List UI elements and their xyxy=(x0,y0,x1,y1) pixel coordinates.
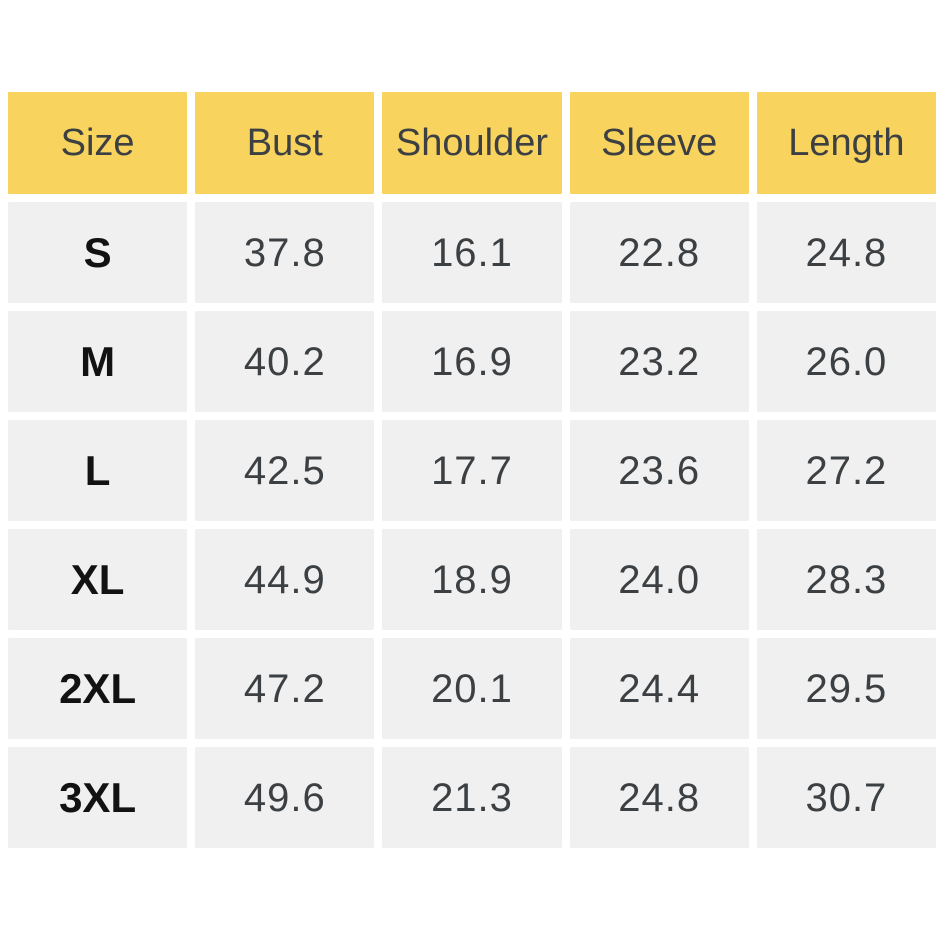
size-cell: XL xyxy=(8,529,188,630)
sleeve-measurement-cell: 24.4 xyxy=(569,638,749,739)
table-row-m: M 40.2 16.9 23.2 26.0 xyxy=(8,311,936,412)
bust-measurement-cell: 40.2 xyxy=(195,311,375,412)
size-cell: 3XL xyxy=(8,747,188,848)
size-cell: 2XL xyxy=(8,638,188,739)
column-header-size: Size xyxy=(8,92,188,194)
column-header-shoulder: Shoulder xyxy=(382,92,562,194)
size-cell: M xyxy=(8,311,188,412)
size-cell: S xyxy=(8,202,188,303)
table-row-l: L 42.5 17.7 23.6 27.2 xyxy=(8,420,936,521)
column-header-bust: Bust xyxy=(195,92,375,194)
shoulder-measurement-cell: 16.9 xyxy=(382,311,562,412)
table-row-xl: XL 44.9 18.9 24.0 28.3 xyxy=(8,529,936,630)
table-row-3xl: 3XL 49.6 21.3 24.8 30.7 xyxy=(8,747,936,848)
bust-measurement-cell: 47.2 xyxy=(195,638,375,739)
table-header-row: Size Bust Shoulder Sleeve Length xyxy=(8,92,936,194)
shoulder-measurement-cell: 18.9 xyxy=(382,529,562,630)
size-chart-table: Size Bust Shoulder Sleeve Length S 37.8 … xyxy=(8,92,936,848)
size-cell: L xyxy=(8,420,188,521)
column-header-sleeve: Sleeve xyxy=(569,92,749,194)
shoulder-measurement-cell: 20.1 xyxy=(382,638,562,739)
shoulder-measurement-cell: 16.1 xyxy=(382,202,562,303)
table-row-s: S 37.8 16.1 22.8 24.8 xyxy=(8,202,936,303)
length-measurement-cell: 30.7 xyxy=(756,747,936,848)
length-measurement-cell: 29.5 xyxy=(756,638,936,739)
length-measurement-cell: 26.0 xyxy=(756,311,936,412)
sleeve-measurement-cell: 22.8 xyxy=(569,202,749,303)
length-measurement-cell: 28.3 xyxy=(756,529,936,630)
bust-measurement-cell: 37.8 xyxy=(195,202,375,303)
bust-measurement-cell: 49.6 xyxy=(195,747,375,848)
column-header-length: Length xyxy=(756,92,936,194)
shoulder-measurement-cell: 17.7 xyxy=(382,420,562,521)
sleeve-measurement-cell: 23.6 xyxy=(569,420,749,521)
sleeve-measurement-cell: 24.8 xyxy=(569,747,749,848)
length-measurement-cell: 27.2 xyxy=(756,420,936,521)
sleeve-measurement-cell: 23.2 xyxy=(569,311,749,412)
sleeve-measurement-cell: 24.0 xyxy=(569,529,749,630)
shoulder-measurement-cell: 21.3 xyxy=(382,747,562,848)
bust-measurement-cell: 42.5 xyxy=(195,420,375,521)
bust-measurement-cell: 44.9 xyxy=(195,529,375,630)
table-row-2xl: 2XL 47.2 20.1 24.4 29.5 xyxy=(8,638,936,739)
length-measurement-cell: 24.8 xyxy=(756,202,936,303)
